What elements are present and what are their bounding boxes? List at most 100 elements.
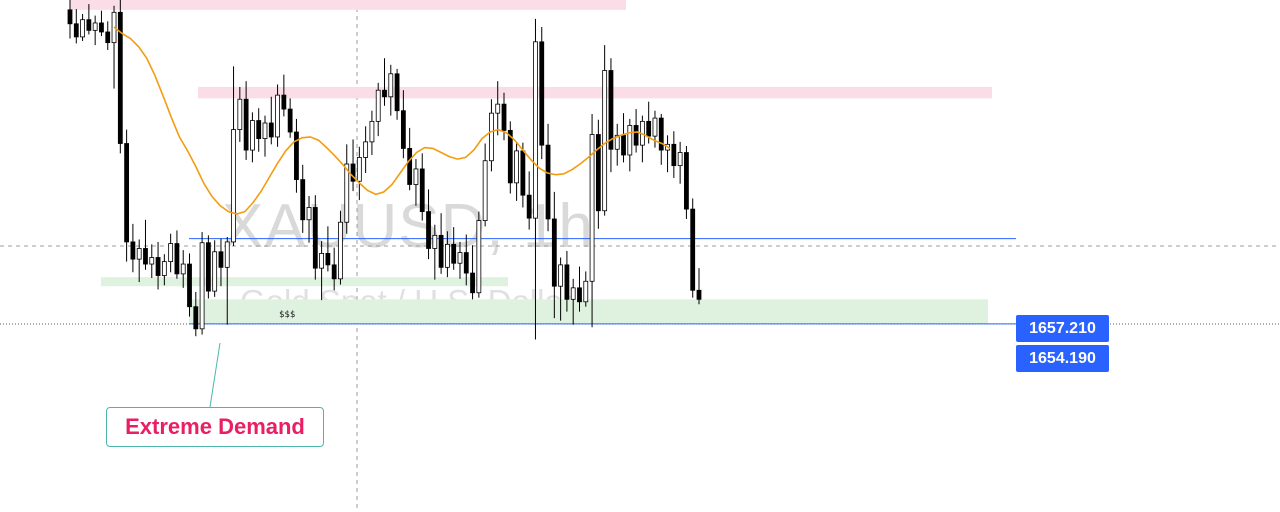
candle	[73, 9, 79, 44]
candle	[608, 58, 614, 173]
candle-body-up	[250, 120, 255, 151]
price-tag-lower: 1654.190	[1016, 345, 1109, 372]
candle-body-down	[595, 134, 601, 212]
candle	[564, 250, 570, 312]
candle	[218, 238, 224, 287]
candle	[105, 21, 111, 51]
candle-body-up	[652, 117, 658, 137]
candle	[350, 139, 356, 192]
candle-body-up	[570, 287, 576, 300]
demand-zone-upper[interactable]	[101, 277, 508, 287]
candle-body-down	[382, 89, 387, 98]
extreme-demand-callout[interactable]: Extreme Demand	[106, 407, 324, 447]
candle-body-down	[419, 168, 425, 212]
candle-body-down	[130, 241, 136, 260]
candle-body-down	[451, 243, 457, 264]
candle-body-up	[627, 125, 633, 156]
candle-body-up	[589, 134, 595, 282]
candle	[287, 98, 293, 138]
candle-body-down	[564, 264, 570, 300]
candle-body-down	[243, 98, 249, 151]
candle-body-up	[80, 19, 85, 38]
candle	[684, 145, 689, 219]
candle-body-up	[444, 243, 450, 268]
candle	[161, 254, 167, 286]
candle	[237, 86, 243, 142]
candle-body-up	[602, 70, 608, 212]
candle-body-up	[369, 120, 375, 143]
candle	[614, 123, 620, 166]
candle	[570, 278, 576, 325]
candle	[205, 235, 211, 299]
candle-body-down	[539, 41, 545, 146]
candle-body-down	[86, 19, 92, 31]
candle	[633, 109, 639, 153]
candle	[256, 108, 262, 152]
candle-body-up	[514, 150, 519, 184]
candle-body-down	[256, 120, 262, 139]
candle	[639, 115, 645, 163]
candle-body-down	[268, 122, 274, 138]
candle	[394, 68, 400, 120]
candle-body-up	[338, 221, 343, 280]
candle	[67, 0, 73, 39]
candle	[696, 268, 702, 305]
candle	[595, 119, 601, 229]
candle-body-up	[161, 261, 167, 276]
candle	[187, 253, 192, 317]
candle	[558, 257, 564, 321]
candle	[306, 195, 312, 243]
candle	[99, 10, 104, 37]
candle-body-up	[262, 122, 268, 139]
candle	[451, 227, 457, 270]
candle-body-down	[426, 211, 431, 249]
candle-body-up	[614, 134, 620, 150]
candle-body-down	[520, 150, 526, 196]
candle	[432, 224, 438, 280]
candle-body-up	[432, 234, 438, 249]
supply-zone-mid[interactable]	[198, 86, 992, 99]
candle-body-up	[344, 163, 350, 223]
candle	[419, 153, 425, 221]
candle-body-up	[388, 73, 394, 98]
candle-body-down	[187, 263, 192, 308]
candle-body-down	[507, 129, 513, 184]
candle	[136, 239, 142, 283]
candle-body-down	[690, 208, 696, 291]
candle-body-up	[231, 129, 236, 243]
candle	[250, 112, 255, 163]
candle	[212, 240, 218, 297]
candle-body-down	[400, 110, 406, 149]
candle	[444, 231, 450, 278]
candle	[130, 223, 136, 273]
candle	[539, 27, 545, 160]
candle	[690, 198, 696, 298]
candle	[533, 18, 538, 340]
candle-body-down	[105, 31, 111, 44]
supply-zone-top[interactable]	[70, 0, 626, 10]
candle	[602, 45, 608, 216]
candle	[677, 141, 683, 184]
candle	[457, 241, 463, 279]
candle	[363, 126, 369, 174]
candle-body-up	[319, 252, 325, 269]
candle	[665, 135, 670, 173]
candle	[551, 191, 557, 319]
candle-body-up	[457, 252, 463, 264]
candle-body-down	[350, 163, 356, 182]
candle	[149, 244, 155, 278]
candle	[275, 84, 280, 147]
candle	[671, 131, 677, 178]
candle-body-up	[558, 264, 564, 287]
candle-body-down	[658, 117, 664, 151]
liquidity-label: $$$	[279, 310, 295, 320]
candle	[507, 121, 513, 194]
candle	[344, 144, 350, 234]
candle-body-down	[155, 257, 161, 276]
candle-body-down	[633, 125, 639, 146]
candle-body-down	[174, 243, 180, 275]
candle-body-down	[294, 131, 299, 180]
candle-body-down	[407, 148, 413, 185]
demand-zone-extreme[interactable]	[189, 299, 988, 324]
